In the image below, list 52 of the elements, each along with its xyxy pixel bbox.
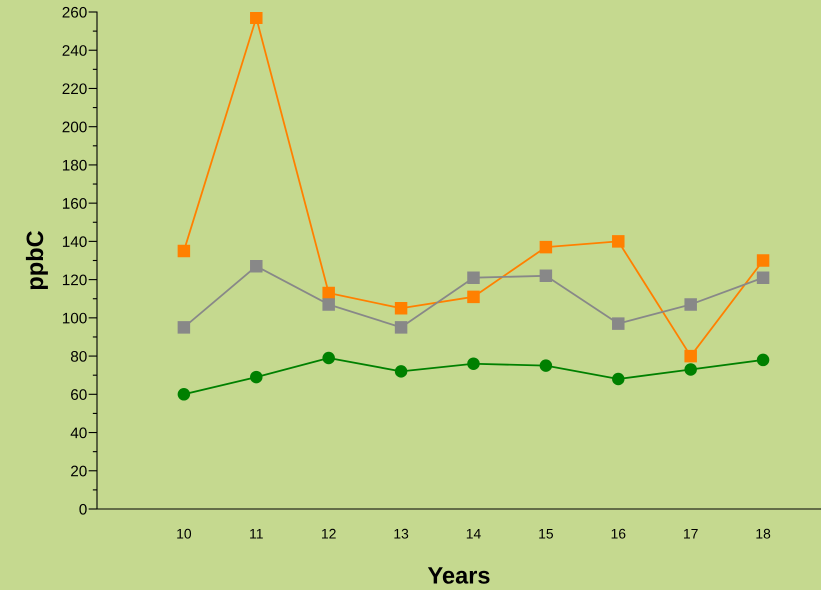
x-tick-label: 10	[177, 528, 192, 539]
point	[540, 270, 552, 282]
x-tick-label: 15	[539, 528, 554, 539]
y-tick-label: 60	[71, 389, 87, 400]
y-tick-label: 160	[62, 198, 87, 209]
x-tick-label: 17	[684, 528, 698, 539]
point	[394, 302, 408, 315]
point	[250, 370, 263, 384]
x-tick-label: 16	[612, 528, 626, 539]
point	[178, 388, 190, 401]
x-tick-label: 13	[394, 528, 408, 539]
point	[756, 271, 770, 284]
y-tick-label: 200	[62, 122, 87, 132]
point	[394, 321, 408, 334]
point	[250, 12, 263, 24]
y-tick-label: 20	[71, 466, 87, 476]
point	[322, 286, 335, 300]
point	[612, 317, 625, 330]
point	[756, 254, 770, 267]
y-tick-label: 100	[62, 312, 87, 324]
point	[540, 240, 552, 254]
point	[467, 357, 480, 370]
point	[250, 260, 263, 272]
y-tick-label: 120	[62, 274, 87, 286]
point	[394, 365, 408, 378]
y-tick-label: 80	[70, 350, 87, 362]
y-tick-label: 240	[62, 45, 87, 56]
point	[322, 298, 335, 311]
x-tick-label: 12	[322, 528, 336, 539]
point	[467, 271, 480, 284]
y-tick-label: 220	[62, 83, 87, 94]
point	[322, 352, 335, 364]
point	[684, 350, 697, 362]
point	[684, 298, 697, 311]
y-tick-label: 180	[62, 160, 87, 171]
y-tick-label: 40	[70, 427, 87, 438]
point	[612, 235, 625, 248]
y-axis-title: ppbC	[26, 230, 48, 290]
point	[178, 244, 190, 258]
x-tick-label: 11	[250, 528, 263, 539]
point	[178, 321, 190, 334]
point	[684, 363, 697, 376]
point	[467, 290, 480, 304]
point	[756, 354, 770, 366]
point	[612, 372, 625, 386]
x-axis-title: Years	[428, 567, 490, 584]
point	[540, 359, 552, 372]
y-tick-label: 260	[62, 6, 87, 18]
y-tick-label: 140	[62, 236, 87, 248]
x-tick-label: 14	[466, 528, 481, 539]
y-tick-label: 0	[79, 504, 87, 515]
x-tick-label: 18	[756, 528, 770, 539]
